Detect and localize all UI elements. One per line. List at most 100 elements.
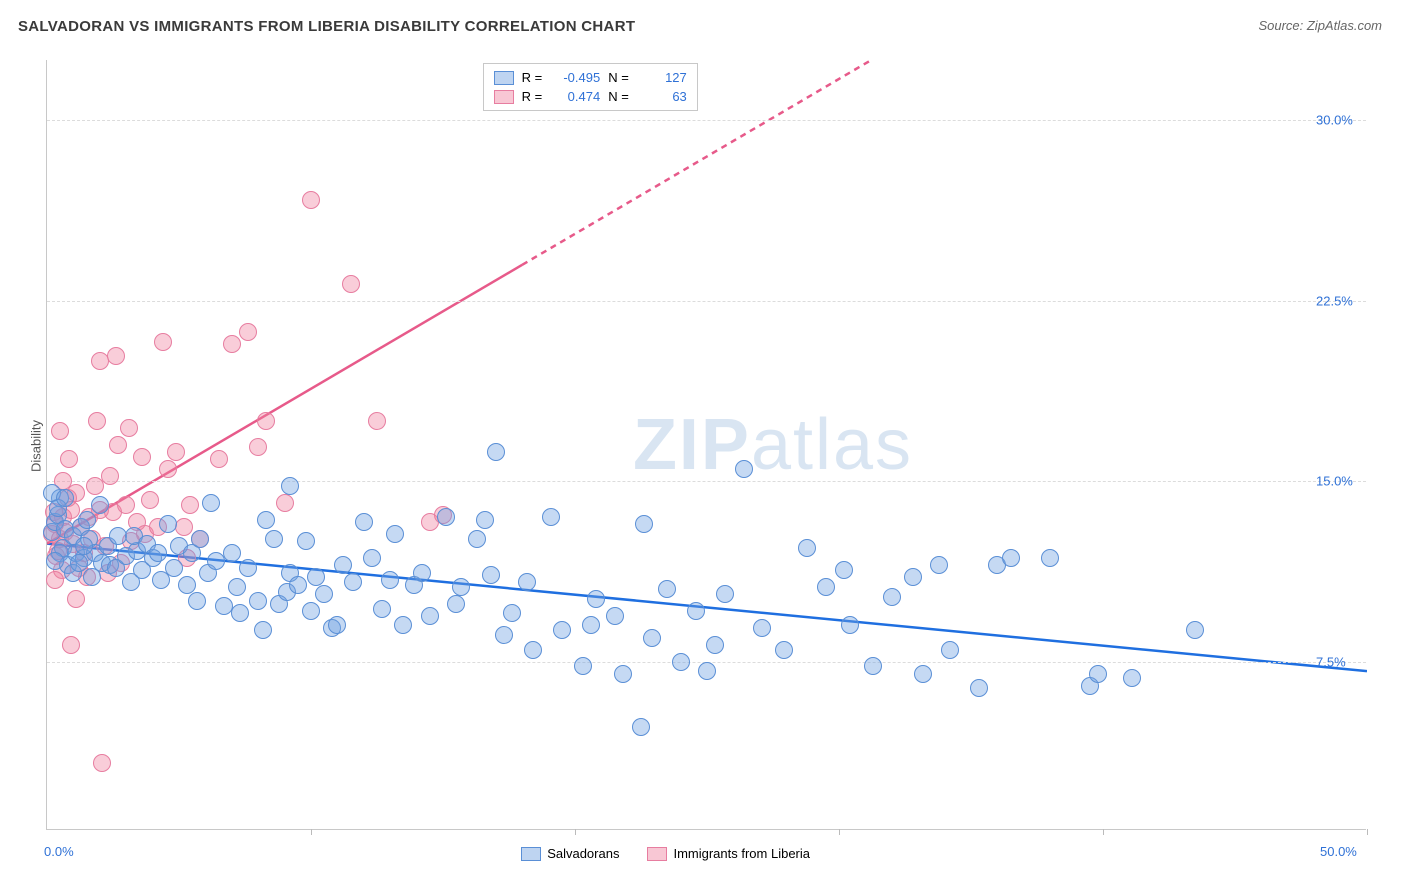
data-point: [67, 590, 85, 608]
gridline: [47, 301, 1366, 302]
data-point: [542, 508, 560, 526]
data-point: [574, 657, 592, 675]
data-point: [1089, 665, 1107, 683]
data-point: [210, 450, 228, 468]
data-point: [698, 662, 716, 680]
data-point: [223, 335, 241, 353]
data-point: [447, 595, 465, 613]
data-point: [159, 515, 177, 533]
data-point: [328, 616, 346, 634]
x-tick: [1367, 829, 1368, 835]
data-point: [381, 571, 399, 589]
data-point: [276, 494, 294, 512]
n-value-a: 127: [633, 70, 687, 85]
data-point: [672, 653, 690, 671]
r-value-b: 0.474: [546, 89, 600, 104]
data-point: [1186, 621, 1204, 639]
data-point: [149, 544, 167, 562]
data-point: [70, 554, 88, 572]
data-point: [635, 515, 653, 533]
data-point: [864, 657, 882, 675]
data-point: [75, 537, 93, 555]
data-point: [775, 641, 793, 659]
data-point: [46, 571, 64, 589]
x-tick: [311, 829, 312, 835]
chart-title: SALVADORAN VS IMMIGRANTS FROM LIBERIA DI…: [18, 18, 635, 35]
data-point: [632, 718, 650, 736]
series-a-label: Salvadorans: [547, 846, 619, 861]
gridline: [47, 120, 1366, 121]
data-point: [302, 191, 320, 209]
data-point: [476, 511, 494, 529]
data-point: [257, 412, 275, 430]
plot-area: ZIPatlas R = -0.495 N = 127 R = 0.474 N …: [46, 60, 1366, 830]
legend-entry-b: Immigrants from Liberia: [647, 846, 810, 861]
data-point: [239, 323, 257, 341]
data-point: [249, 592, 267, 610]
trend-lines-layer: [47, 60, 1367, 830]
data-point: [51, 422, 69, 440]
data-point: [658, 580, 676, 598]
data-point: [257, 511, 275, 529]
data-point: [706, 636, 724, 654]
data-point: [167, 443, 185, 461]
data-point: [101, 467, 119, 485]
data-point: [687, 602, 705, 620]
data-point: [817, 578, 835, 596]
data-point: [582, 616, 600, 634]
data-point: [368, 412, 386, 430]
series-legend: Salvadorans Immigrants from Liberia: [521, 846, 810, 861]
x-tick: [575, 829, 576, 835]
data-point: [86, 477, 104, 495]
data-point: [386, 525, 404, 543]
data-point: [265, 530, 283, 548]
data-point: [88, 412, 106, 430]
legend-entry-a: Salvadorans: [521, 846, 619, 861]
swatch-a-icon: [521, 847, 541, 861]
data-point: [249, 438, 267, 456]
data-point: [175, 518, 193, 536]
data-point: [487, 443, 505, 461]
data-point: [524, 641, 542, 659]
data-point: [154, 333, 172, 351]
data-point: [914, 665, 932, 683]
data-point: [78, 511, 96, 529]
data-point: [223, 544, 241, 562]
data-point: [1002, 549, 1020, 567]
data-point: [334, 556, 352, 574]
data-point: [56, 489, 74, 507]
swatch-b: [494, 90, 514, 104]
data-point: [841, 616, 859, 634]
data-point: [716, 585, 734, 603]
legend-row-b: R = 0.474 N = 63: [484, 87, 697, 106]
x-axis-min-label: 0.0%: [44, 844, 74, 859]
data-point: [239, 559, 257, 577]
data-point: [1041, 549, 1059, 567]
data-point: [289, 576, 307, 594]
label-n: N =: [608, 89, 629, 104]
data-point: [342, 275, 360, 293]
data-point: [254, 621, 272, 639]
data-point: [91, 496, 109, 514]
data-point: [302, 602, 320, 620]
data-point: [133, 448, 151, 466]
data-point: [297, 532, 315, 550]
data-point: [231, 604, 249, 622]
data-point: [117, 496, 135, 514]
data-point: [904, 568, 922, 586]
data-point: [798, 539, 816, 557]
data-point: [228, 578, 246, 596]
data-point: [468, 530, 486, 548]
watermark: ZIPatlas: [633, 404, 913, 486]
data-point: [109, 436, 127, 454]
data-point: [307, 568, 325, 586]
data-point: [373, 600, 391, 618]
data-point: [394, 616, 412, 634]
source-attribution: Source: ZipAtlas.com: [1258, 18, 1382, 33]
y-tick-label: 30.0%: [1316, 113, 1353, 128]
data-point: [606, 607, 624, 625]
label-r: R =: [522, 89, 543, 104]
data-point: [191, 530, 209, 548]
data-point: [970, 679, 988, 697]
data-point: [1123, 669, 1141, 687]
